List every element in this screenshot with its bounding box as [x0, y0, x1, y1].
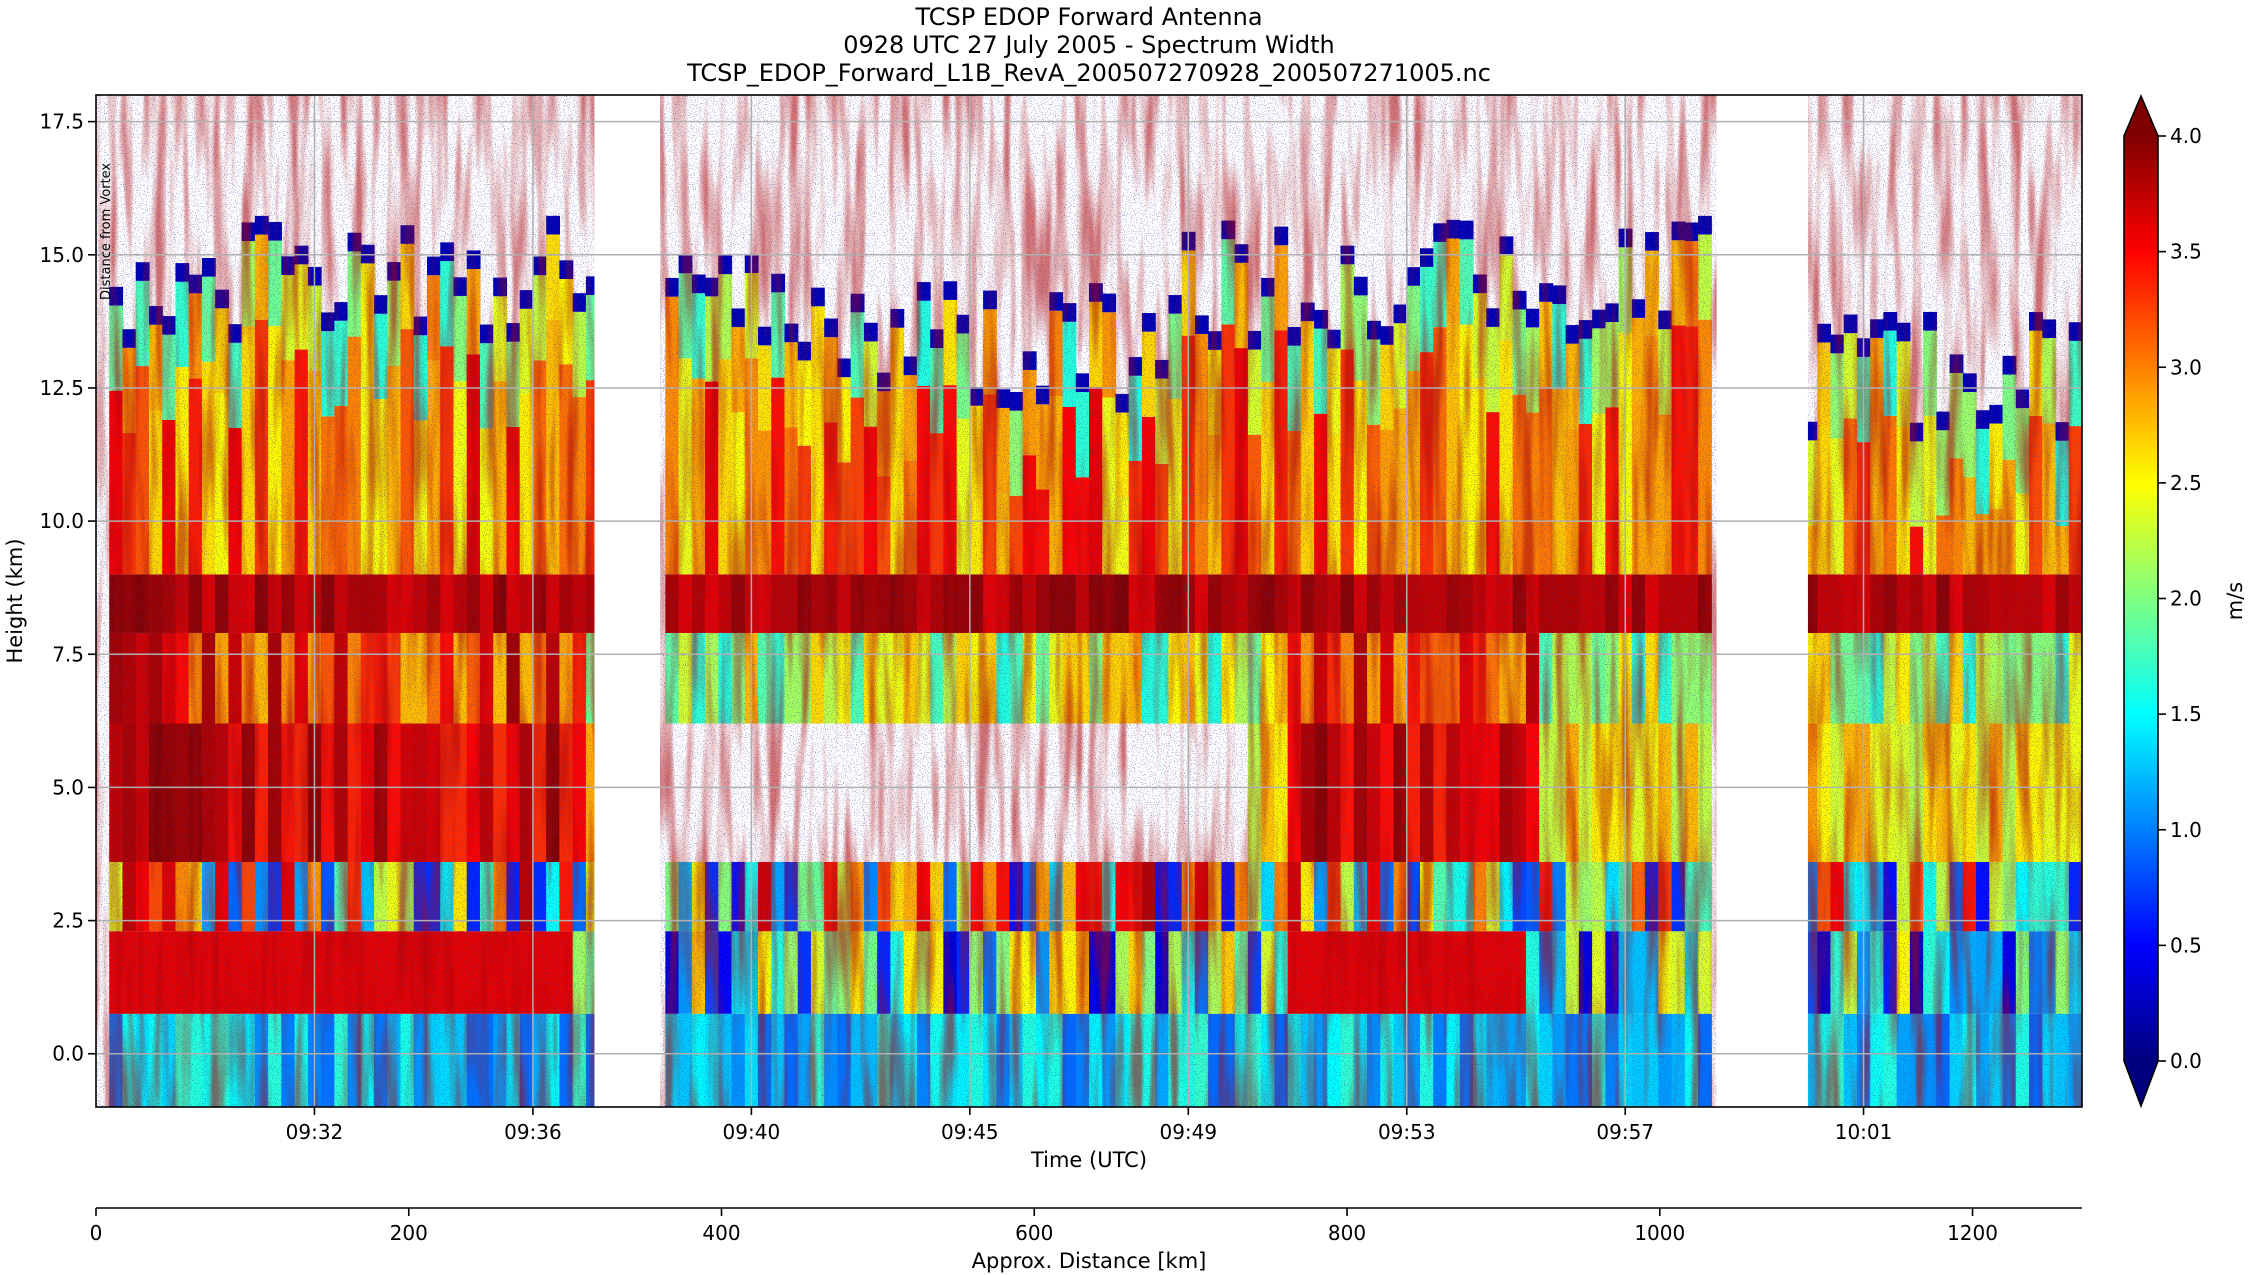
colorbar-tick-label: 2.5 [2170, 471, 2202, 495]
chart-title: TCSP EDOP Forward Antenna 0928 UTC 27 Ju… [686, 3, 1491, 87]
x-tick-label: 09:40 [723, 1120, 781, 1144]
distance-from-vortex-annotation: Distance from Vortex [99, 163, 114, 300]
x-tick-label: 09:32 [286, 1120, 344, 1144]
title-line-1: TCSP EDOP Forward Antenna [914, 3, 1262, 31]
colorbar-tick-label: 3.5 [2170, 240, 2202, 264]
y-tick-label: 2.5 [52, 909, 84, 933]
plot-frame [95, 94, 2083, 1108]
y-axis: 0.0 2.5 5.0 7.5 10.0 12.5 15.0 17.5 [39, 110, 96, 1066]
x-tick-label: 09:36 [504, 1120, 562, 1144]
data-gap [1716, 95, 1808, 1107]
distance-axis-label: Approx. Distance [km] [972, 1249, 1207, 1273]
distance-tick-label: 1200 [1947, 1221, 1998, 1245]
colorbar-gradient [2124, 136, 2158, 1061]
colorbar-tick-label: 0.0 [2170, 1049, 2202, 1073]
distance-tick-label: 200 [390, 1221, 428, 1245]
distance-tick-label: 600 [1015, 1221, 1053, 1245]
y-tick-label: 15.0 [39, 243, 84, 267]
distance-tick-label: 0 [90, 1221, 103, 1245]
plot-area: Distance from Vortex [95, 94, 2083, 1108]
x-tick-label: 09:53 [1378, 1120, 1436, 1144]
colorbar-tick-label: 1.0 [2170, 818, 2202, 842]
y-tick-label: 5.0 [52, 775, 84, 799]
x-axis: 09:32 09:36 09:40 09:45 09:49 09:53 09:57 10:01 [286, 1107, 1893, 1144]
title-line-2: 0928 UTC 27 July 2005 - Spectrum Width [843, 31, 1335, 59]
distance-tick-label: 400 [702, 1221, 740, 1245]
colorbar-tick-label: 0.5 [2170, 933, 2202, 957]
y-tick-label: 7.5 [52, 642, 84, 666]
spectrum-width-heatmap [96, 95, 2082, 1107]
colorbar-tick-label: 4.0 [2170, 124, 2202, 148]
colorbar: 0.0 0.5 1.0 1.5 2.0 2.5 3.0 3.5 4.0 [2123, 93, 2202, 1109]
title-line-3: TCSP_EDOP_Forward_L1B_RevA_200507270928_… [686, 59, 1491, 87]
colorbar-extend-max [2124, 96, 2158, 136]
data-gap [594, 95, 661, 1107]
colorbar-label: m/s [2223, 582, 2247, 620]
distance-tick-label: 800 [1328, 1221, 1366, 1245]
y-tick-label: 17.5 [39, 110, 84, 134]
x-tick-label: 10:01 [1835, 1120, 1893, 1144]
y-tick-label: 0.0 [52, 1042, 84, 1066]
distance-axis: 0 200 400 600 800 1000 1200 [90, 1207, 2082, 1245]
x-tick-label: 09:45 [941, 1120, 999, 1144]
colorbar-tick-label: 2.0 [2170, 587, 2202, 611]
colorbar-extend-min [2124, 1061, 2158, 1106]
y-tick-label: 12.5 [39, 376, 84, 400]
y-axis-label: Height (km) [3, 538, 27, 663]
x-axis-label: Time (UTC) [1030, 1148, 1147, 1172]
x-tick-label: 09:49 [1159, 1120, 1217, 1144]
y-tick-label: 10.0 [39, 509, 84, 533]
grid-lines [96, 95, 2082, 1107]
x-tick-label: 09:57 [1596, 1120, 1654, 1144]
distance-tick-label: 1000 [1634, 1221, 1685, 1245]
colorbar-tick-label: 3.0 [2170, 355, 2202, 379]
colorbar-tick-label: 1.5 [2170, 702, 2202, 726]
